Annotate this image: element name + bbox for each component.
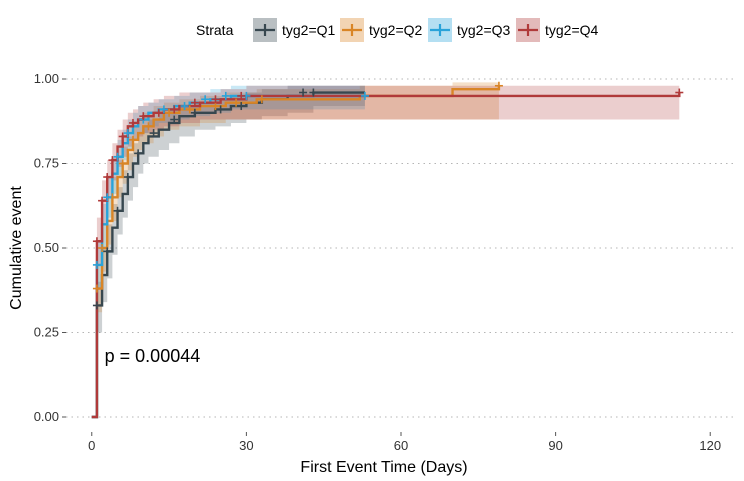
censor-mark-tyg2-q2 (98, 244, 107, 252)
y-tick-label: 1.00 (34, 71, 59, 86)
censor-mark-tyg2-q4 (98, 196, 107, 205)
censor-mark-tyg2-q3 (201, 95, 210, 104)
y-tick-label: 0.00 (34, 409, 59, 424)
legend-item-tyg2-q3: tyg2=Q3 (428, 18, 511, 42)
step-line-tyg2-q4 (91, 92, 681, 419)
censor-mark-tyg2-q4 (190, 98, 199, 107)
censor-mark-tyg2-q1 (103, 247, 112, 256)
censor-mark-tyg2-q4 (103, 173, 112, 182)
censor-mark-tyg2-q1 (190, 108, 199, 117)
legend: Strata tyg2=Q1 tyg2=Q2 tyg2=Q3 tyg2=Q4 (196, 18, 599, 42)
censor-mark-tyg2-q2 (185, 105, 194, 114)
censor-mark-tyg2-q4 (154, 108, 163, 117)
censor-mark-tyg2-q4 (211, 95, 220, 104)
ci-band-tyg2-q4 (96, 85, 680, 265)
legend-label: tyg2=Q2 (369, 22, 423, 38)
legend-title: Strata (196, 22, 234, 38)
censor-mark-tyg2-q4 (118, 132, 127, 141)
censor-mark-tyg2-q2 (257, 95, 266, 104)
x-tick-label: 0 (88, 438, 95, 453)
censor-mark-tyg2-q1 (299, 88, 308, 97)
censor-mark-tyg2-q1 (134, 149, 143, 158)
censor-mark-tyg2-q3 (113, 152, 122, 161)
y-tick-label: 0.25 (34, 325, 59, 340)
censor-marks (92, 81, 684, 310)
censor-mark-tyg2-q4 (92, 237, 101, 246)
legend-item-tyg2-q1: tyg2=Q1 (253, 18, 336, 42)
legend-item-tyg2-q4: tyg2=Q4 (516, 18, 599, 42)
censor-mark-tyg2-q1 (216, 105, 225, 114)
censor-mark-tyg2-q3 (92, 260, 101, 269)
censor-mark-tyg2-q1 (149, 129, 158, 138)
censor-mark-tyg2-q4 (170, 105, 179, 114)
censor-mark-tyg2-q3 (180, 102, 189, 111)
censor-mark-tyg2-q3 (103, 193, 112, 202)
censor-mark-tyg2-q4 (108, 156, 117, 165)
censor-mark-tyg2-q4 (139, 112, 148, 121)
ci-band-tyg2-q2 (96, 82, 499, 313)
step-line-tyg2-q2 (91, 85, 501, 419)
legend-label: tyg2=Q3 (457, 22, 511, 38)
p-value-annotation: p = 0.00044 (105, 346, 201, 366)
censor-mark-tyg2-q1 (92, 301, 101, 310)
x-tick-label: 30 (239, 438, 253, 453)
censor-mark-tyg2-q1 (309, 88, 318, 97)
censor-mark-tyg2-q1 (237, 102, 246, 111)
ci-band-tyg2-q3 (96, 85, 365, 289)
censor-mark-tyg2-q3 (123, 129, 132, 138)
y-tick-label: 0.75 (34, 156, 59, 171)
censor-mark-tyg2-q2 (118, 159, 127, 168)
censor-mark-tyg2-q3 (360, 91, 369, 100)
legend-label: tyg2=Q1 (282, 22, 336, 38)
censor-mark-tyg2-q1 (113, 206, 122, 215)
censor-mark-tyg2-q2 (165, 108, 174, 117)
censor-mark-tyg2-q2 (144, 122, 153, 131)
censor-mark-tyg2-q2 (232, 98, 241, 107)
censor-mark-tyg2-q2 (129, 135, 137, 144)
censor-mark-tyg2-q3 (221, 91, 230, 100)
legend-label: tyg2=Q4 (545, 22, 599, 38)
censor-mark-tyg2-q4 (129, 118, 137, 127)
y-axis-title: Cumulative event (8, 186, 25, 310)
confidence-bands (96, 82, 680, 333)
axes: 0.00 0.25 0.50 0.75 1.00 0 30 60 90 120 (34, 71, 721, 453)
series-lines (91, 85, 681, 419)
ci-band-tyg2-q1 (96, 85, 365, 333)
x-tick-label: 60 (394, 438, 408, 453)
censor-mark-tyg2-q4 (237, 91, 246, 100)
legend-item-tyg2-q2: tyg2=Q2 (340, 18, 423, 42)
censor-mark-tyg2-q4 (675, 88, 684, 97)
censor-mark-tyg2-q1 (170, 115, 179, 124)
step-line-tyg2-q3 (91, 94, 365, 419)
censor-mark-tyg2-q1 (123, 173, 132, 182)
censor-mark-tyg2-q2 (92, 284, 101, 293)
censor-mark-tyg2-q3 (159, 105, 168, 114)
x-axis-title: First Event Time (Days) (300, 459, 467, 476)
y-tick-label: 0.50 (34, 240, 59, 255)
x-tick-label: 90 (548, 438, 562, 453)
censor-mark-tyg2-q2 (494, 81, 503, 90)
x-tick-label: 120 (699, 438, 721, 453)
censor-mark-tyg2-q2 (211, 102, 220, 111)
